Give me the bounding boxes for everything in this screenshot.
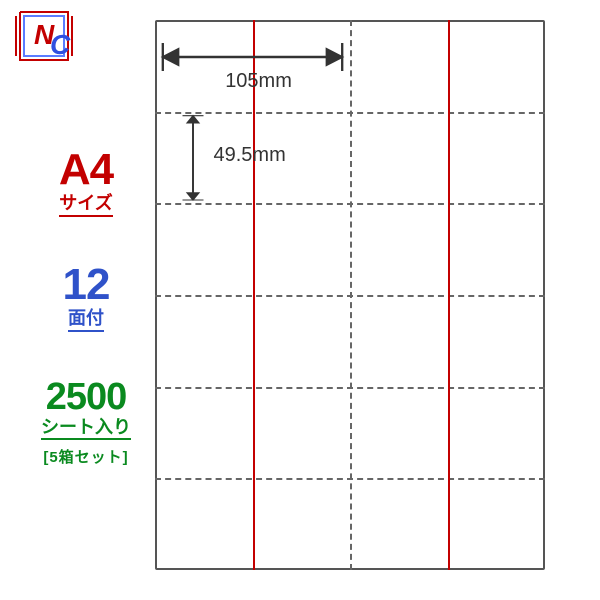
width-dimension-label: 105mm — [225, 70, 292, 93]
spec-paper: A4 サイズ — [30, 148, 142, 217]
grid-col-line — [350, 20, 352, 570]
height-dimension-label: 49.5mm — [214, 144, 286, 167]
spec-faces-unit: 面付 — [68, 309, 104, 332]
spec-paper-unit: サイズ — [59, 194, 112, 217]
brand-logo: N C — [12, 10, 76, 71]
red-guide-line — [448, 20, 450, 570]
spec-column: A4 サイズ 12 面付 2500 シート入り [5箱セット] — [30, 148, 142, 475]
spec-faces: 12 面付 — [30, 263, 142, 332]
height-dimension — [178, 112, 208, 204]
spec-sheets-value: 2500 — [30, 378, 142, 416]
sheet-diagram: 105mm 49.5mm — [155, 20, 545, 570]
red-guide-line — [253, 20, 255, 570]
logo-letter-c: C — [50, 29, 71, 60]
spec-box-note: [5箱セット] — [30, 446, 142, 467]
spec-sheets: 2500 シート入り [5箱セット] — [30, 378, 142, 468]
spec-sheets-unit: シート入り — [41, 418, 131, 441]
spec-faces-value: 12 — [30, 263, 142, 307]
spec-paper-value: A4 — [30, 148, 142, 192]
